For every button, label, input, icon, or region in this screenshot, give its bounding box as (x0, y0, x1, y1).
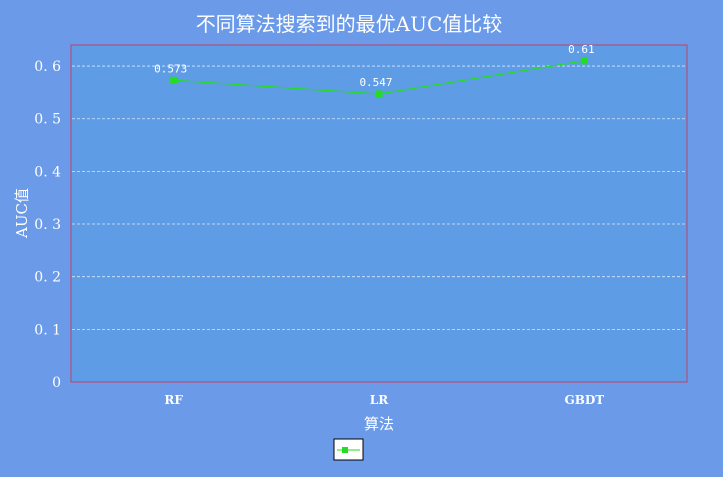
data-label: 0.61 (568, 43, 595, 56)
y-tick-label: 0. 2 (34, 270, 61, 286)
data-labels: 0.573 0.547 0.61 (154, 43, 594, 89)
data-label: 0.573 (154, 62, 187, 75)
chart-title: 不同算法搜索到的最优AUC值比较 (196, 12, 503, 36)
data-point (170, 76, 178, 84)
data-point (580, 57, 588, 65)
y-tick-label: 0. 6 (34, 59, 61, 75)
data-label: 0.547 (359, 76, 392, 89)
y-tick-label: 0. 4 (34, 164, 61, 180)
y-tick-label: 0. 5 (34, 112, 61, 128)
series-layer (170, 57, 588, 98)
legend (333, 438, 364, 461)
x-tick-label: GBDT (564, 393, 604, 407)
data-point (375, 90, 383, 98)
y-tick-label: 0. 3 (34, 217, 61, 233)
y-axis: 0 0. 1 0. 2 0. 3 0. 4 0. 5 0. 6 (34, 59, 61, 391)
y-axis-title: AUC值 (13, 188, 31, 239)
x-axis: RF LR GBDT (164, 393, 604, 407)
x-tick-label: RF (164, 393, 183, 407)
x-tick-label: LR (370, 393, 389, 407)
gridlines (72, 65, 686, 330)
y-tick-label: 0. 1 (34, 322, 61, 338)
y-tick-label: 0 (52, 375, 61, 391)
legend-marker-swatch (342, 447, 348, 453)
x-axis-title: 算法 (364, 415, 394, 433)
plot-area (70, 44, 688, 383)
